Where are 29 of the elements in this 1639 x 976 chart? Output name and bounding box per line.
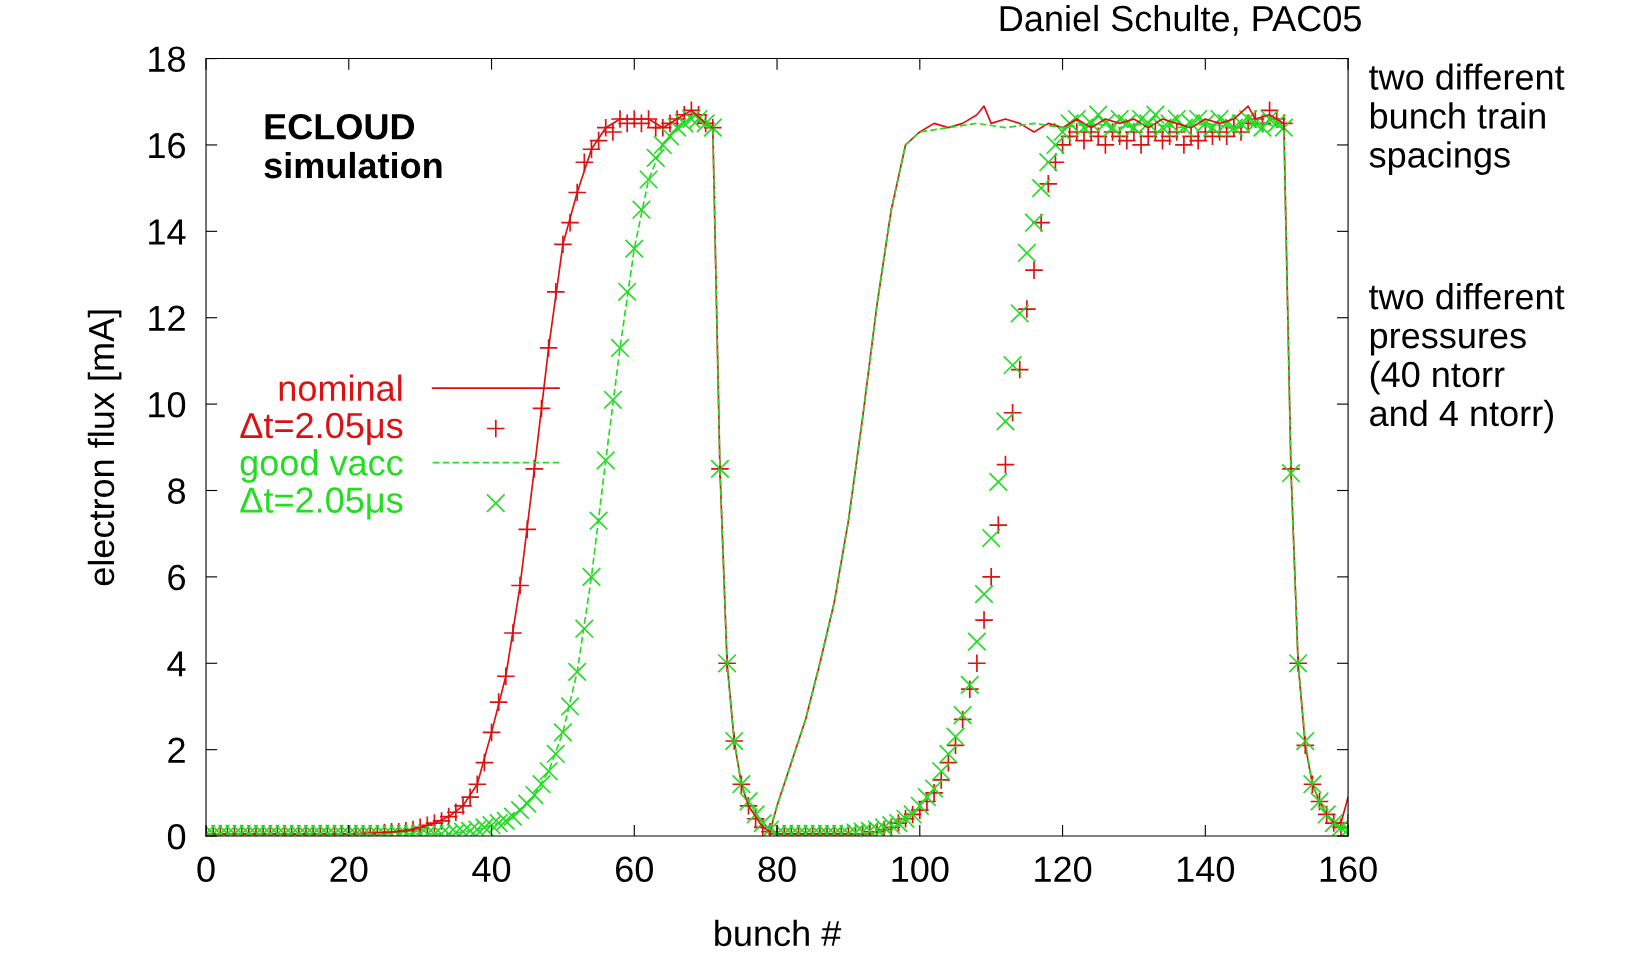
x-tick-label: 100 <box>892 856 949 883</box>
annotation: ECLOUD simulation <box>264 113 442 179</box>
legend-label: nominal <box>279 374 402 402</box>
y-tick-label: 0 <box>167 823 186 850</box>
text: Daniel Schulte, PAC05 <box>1000 4 1361 36</box>
x-tick-label: 40 <box>472 856 511 883</box>
x-tick-label: 120 <box>1035 856 1092 883</box>
y-tick-label: 4 <box>167 651 186 677</box>
text: two different bunch train spacings <box>1369 63 1565 175</box>
y-tick-label: 14 <box>149 219 186 245</box>
legend-label: Δt=2.05μs <box>240 487 403 520</box>
x-tick-label: 0 <box>197 856 215 883</box>
y-tick-label: 6 <box>168 564 185 591</box>
y-tick-label: 12 <box>149 305 185 331</box>
x-tick-label: 160 <box>1320 856 1377 883</box>
y-tick-label: 10 <box>149 391 186 418</box>
y-axis-title: electron flux [mA] <box>87 310 122 586</box>
y-tick-label: 8 <box>168 478 186 504</box>
x-tick-label: 20 <box>330 856 368 883</box>
x-tick-label: 140 <box>1177 856 1235 883</box>
text: two different pressures (40 ntorr and 4 ntorr) <box>1369 283 1565 434</box>
y-tick-label: 16 <box>149 132 185 159</box>
y-tick-label: 2 <box>168 737 185 763</box>
x-axis-title: bunch # <box>715 919 842 947</box>
legend-label: good vacc <box>240 449 403 483</box>
x-tick-label: 80 <box>758 856 796 883</box>
legend-label: Δt=2.05μs <box>240 412 403 445</box>
y-tick-label: 18 <box>149 46 186 72</box>
x-tick-label: 60 <box>616 856 653 883</box>
